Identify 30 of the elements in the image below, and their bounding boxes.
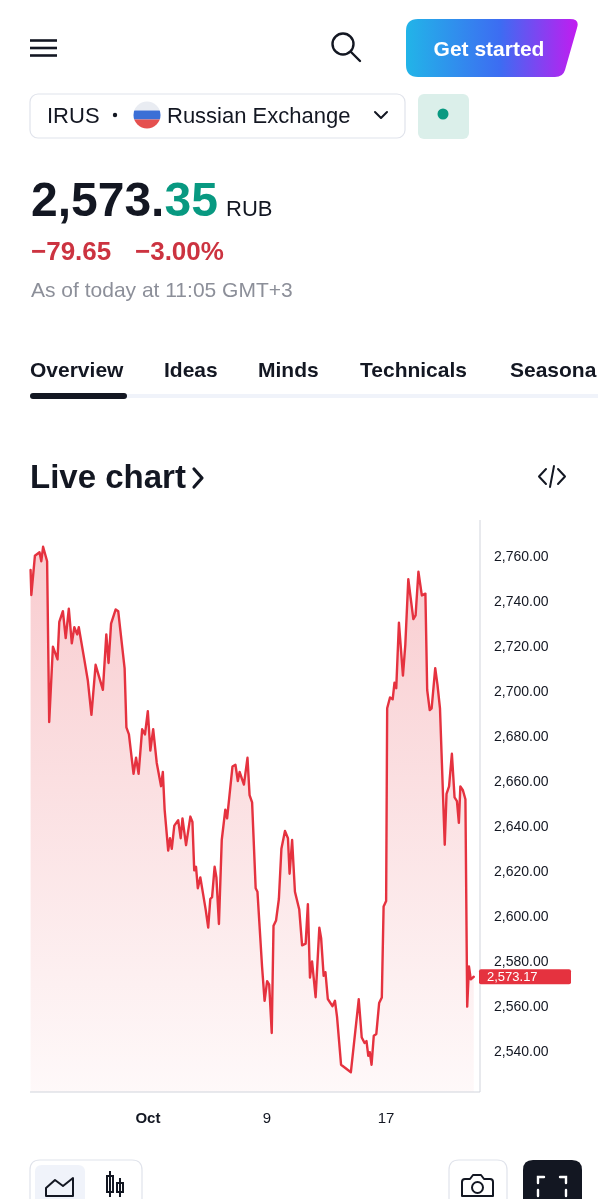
text: −79.65 — [31, 236, 112, 266]
text: Technicals — [360, 358, 467, 381]
y-tick-label: 2,680.00 — [494, 728, 549, 745]
text: −3.00% — [135, 236, 224, 266]
text: Russian Exchange — [167, 103, 351, 128]
text: Overview — [30, 358, 125, 381]
y-tick-label: 2,540.00 — [494, 1043, 549, 1060]
y-tick-label: 2,760.00 — [494, 548, 549, 565]
text: Minds — [258, 358, 319, 381]
y-tick-label: 2,560.00 — [494, 998, 549, 1015]
y-tick-label: 2,600.00 — [494, 908, 549, 925]
text: IRUS — [47, 103, 100, 128]
text: As of today at 11:05 GMT+3 — [31, 278, 293, 301]
y-tick-label: 2,580.00 — [494, 953, 549, 970]
y-tick-label: 2,700.00 — [494, 683, 549, 700]
chart-title: Live chart — [30, 458, 186, 495]
y-tick-label: 2,640.00 — [494, 818, 549, 835]
y-tick-label: 2,660.00 — [494, 773, 549, 790]
x-tick-label: Oct — [135, 1108, 161, 1126]
x-tick-label: 17 — [377, 1108, 395, 1126]
text: RUB — [226, 196, 273, 221]
text: Get started — [433, 37, 545, 60]
y-tick-label: 2,740.00 — [494, 593, 549, 610]
text: Ideas — [164, 358, 218, 381]
text: 2,573.35 — [31, 173, 218, 226]
data-label: 2,573.17 — [487, 969, 538, 985]
x-tick-label: 9 — [262, 1108, 272, 1126]
text: Seasona — [510, 358, 597, 381]
y-tick-label: 2,620.00 — [494, 863, 549, 880]
y-tick-label: 2,720.00 — [494, 638, 549, 655]
